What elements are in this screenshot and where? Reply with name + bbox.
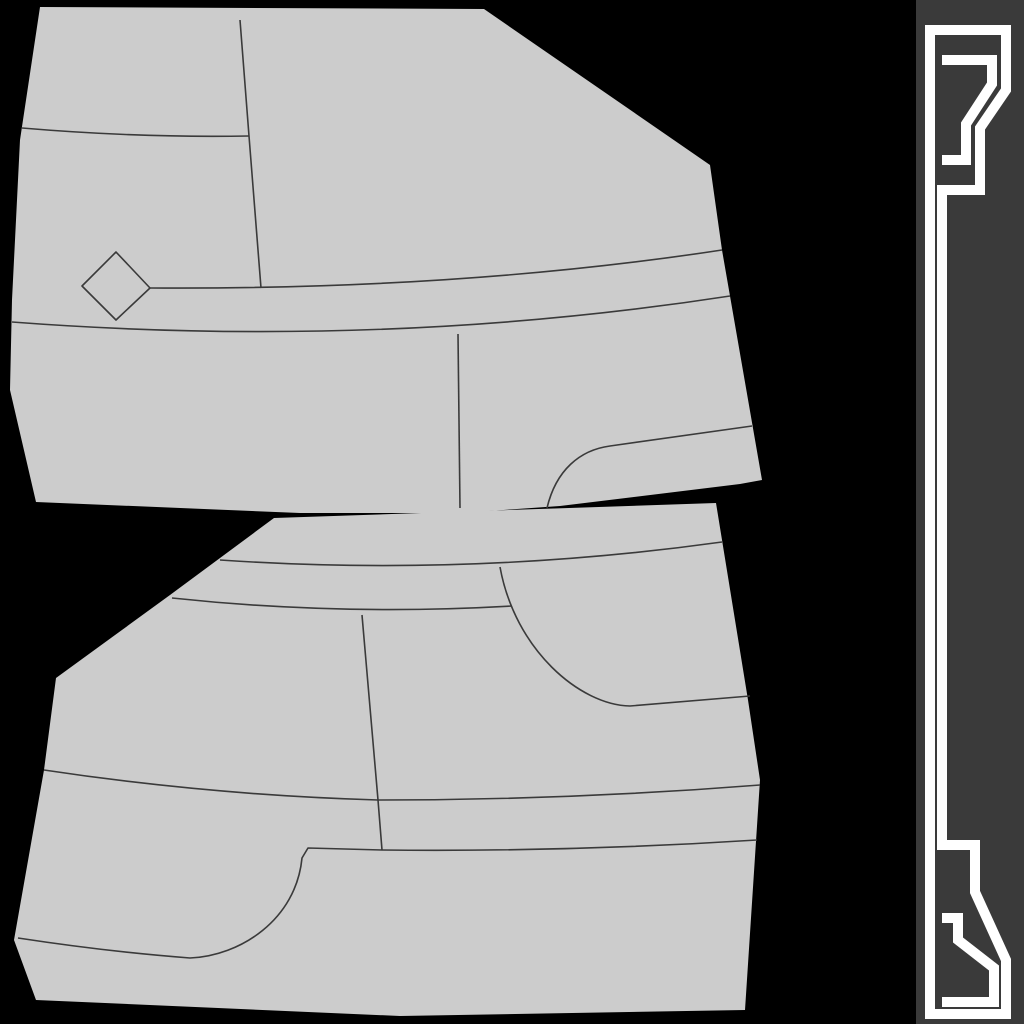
strip-inner-top-notch — [942, 55, 997, 165]
lower-panel — [14, 503, 761, 1016]
lower-seam-band-bottom — [381, 839, 758, 852]
upper-seam-band-bottom — [11, 295, 731, 333]
upper-seam-band-top — [149, 249, 723, 289]
upper-seam-vertical-bottom — [457, 333, 461, 509]
right-strip — [916, 0, 1024, 1024]
diamond-marker — [81, 251, 151, 321]
strip-inner-bottom-notch — [942, 913, 999, 1007]
upper-seam-vertical-left — [239, 19, 262, 289]
upper-seam-top-left — [21, 127, 250, 138]
upper-panel-shape — [10, 7, 762, 513]
lower-seam-curve-left — [17, 847, 383, 959]
lower-seam-top — [219, 541, 723, 567]
lower-panel-shape — [14, 503, 760, 1016]
lower-seam-waist — [43, 769, 761, 801]
strip-frame-outline — [925, 25, 1011, 1019]
upper-panel — [10, 7, 762, 513]
lower-seam-pocket-curve — [499, 566, 751, 707]
upper-seam-curve-right — [546, 425, 753, 509]
lower-seam-second — [171, 597, 513, 611]
